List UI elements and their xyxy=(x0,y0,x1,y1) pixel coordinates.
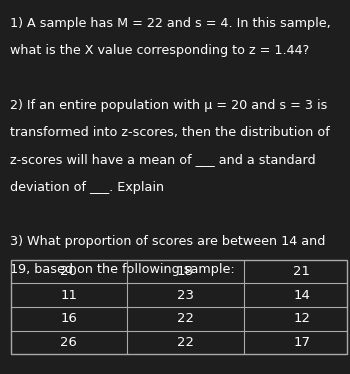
Text: what is the X value corresponding to z = 1.44?: what is the X value corresponding to z =… xyxy=(10,44,310,57)
Text: transformed into z-scores, then the distribution of: transformed into z-scores, then the dist… xyxy=(10,126,330,139)
Text: 2) If an entire population with μ = 20 and s = 3 is: 2) If an entire population with μ = 20 a… xyxy=(10,99,328,112)
Text: z-scores will have a mean of ___ and a standard: z-scores will have a mean of ___ and a s… xyxy=(10,153,316,166)
Text: 22: 22 xyxy=(177,312,194,325)
Text: 11: 11 xyxy=(60,289,77,302)
Text: 17: 17 xyxy=(293,336,310,349)
Text: 18: 18 xyxy=(177,265,194,278)
Text: 21: 21 xyxy=(293,265,310,278)
Text: deviation of ___. Explain: deviation of ___. Explain xyxy=(10,181,164,194)
Text: 14: 14 xyxy=(293,289,310,302)
Text: 19, based on the following sample:: 19, based on the following sample: xyxy=(10,263,235,276)
Bar xyxy=(10,260,346,354)
Text: 20: 20 xyxy=(60,265,77,278)
Text: 12: 12 xyxy=(293,312,310,325)
Text: 1) A sample has M = 22 and s = 4. In this sample,: 1) A sample has M = 22 and s = 4. In thi… xyxy=(10,17,331,30)
Text: 22: 22 xyxy=(177,336,194,349)
Text: 3) What proportion of scores are between 14 and: 3) What proportion of scores are between… xyxy=(10,235,326,248)
Text: 16: 16 xyxy=(60,312,77,325)
Text: 23: 23 xyxy=(177,289,194,302)
Text: 26: 26 xyxy=(60,336,77,349)
